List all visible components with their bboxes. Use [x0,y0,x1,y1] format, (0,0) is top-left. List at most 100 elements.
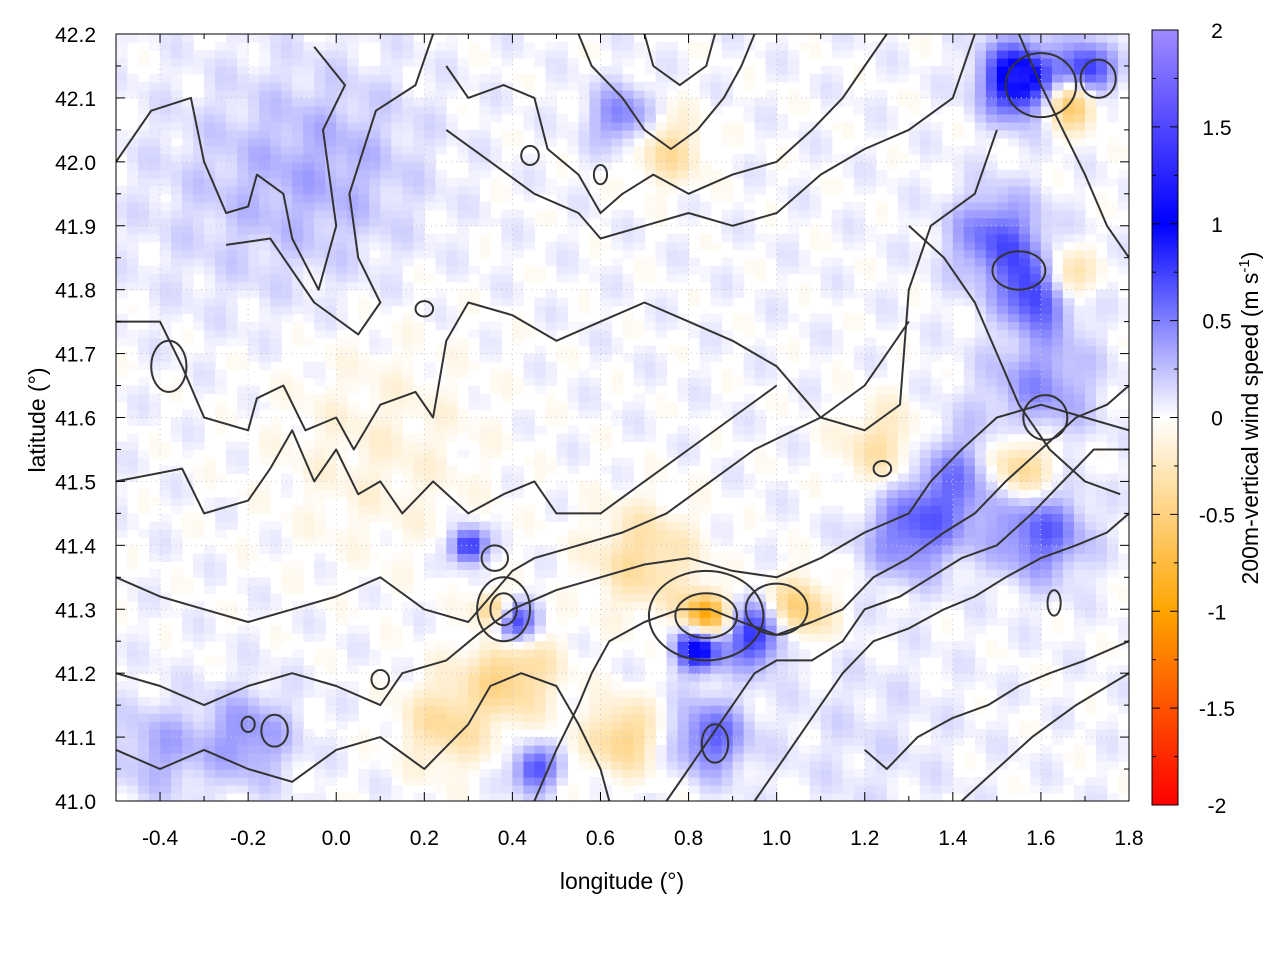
heatmap-cell [358,441,370,451]
heatmap-cell [479,241,491,251]
heatmap-cell [1062,601,1075,610]
heatmap-cell [611,337,624,347]
heatmap-cell [413,217,425,227]
heatmap-cell [303,729,315,738]
heatmap-cell [171,377,183,387]
heatmap-cell [1018,313,1031,323]
heatmap-cell [996,337,1009,347]
heatmap-cell [930,313,943,323]
heatmap-cell [1117,313,1129,323]
heatmap-cell [336,473,348,483]
heatmap-cell [600,769,613,778]
heatmap-cell [314,649,326,658]
heatmap-cell [314,409,326,419]
heatmap-cell [1051,537,1064,546]
heatmap-cell [523,529,536,538]
heatmap-cell [1018,537,1031,546]
heatmap-cell [358,297,370,307]
heatmap-cell [1062,497,1075,506]
heatmap-cell [875,465,888,475]
heatmap-cell [578,329,591,339]
heatmap-cell [182,409,194,419]
heatmap-cell [655,457,668,467]
heatmap-cell [391,297,403,307]
heatmap-cell [259,521,271,530]
heatmap-cell [479,713,491,722]
heatmap-cell [160,321,172,331]
heatmap-cell [446,553,458,562]
heatmap-cell [765,289,778,299]
heatmap-cell [886,305,899,315]
heatmap-cell [490,593,502,602]
heatmap-cell [369,745,381,754]
heatmap-cell [424,385,436,395]
heatmap-cell [820,585,833,594]
heatmap-cell [963,433,976,443]
heatmap-cell [127,273,139,283]
heatmap-cell [369,497,381,506]
heatmap-cell [974,289,987,299]
heatmap-cell [270,545,282,554]
heatmap-cell [325,777,337,786]
heatmap-cell [468,569,480,578]
heatmap-cell [545,553,558,562]
heatmap-cell [809,793,822,801]
heatmap-cell [556,617,569,626]
heatmap-cell [182,713,194,722]
heatmap-cell [710,609,723,618]
heatmap-cell [798,457,811,467]
heatmap-cell [193,441,205,451]
heatmap-cell [1062,393,1075,403]
heatmap-cell [611,761,624,770]
heatmap-cell [127,657,139,666]
heatmap-cell [1062,401,1075,411]
heatmap-cell [1084,785,1097,794]
heatmap-cell [930,777,943,786]
heatmap-cell [930,401,943,411]
heatmap-cell [820,345,833,355]
heatmap-cell [809,529,822,538]
heatmap-cell [831,433,844,443]
heatmap-cell [1084,225,1097,235]
heatmap-cell [864,257,877,267]
heatmap-cell [292,561,304,570]
heatmap-cell [314,433,326,443]
heatmap-cell [237,721,249,730]
heatmap-cell [886,705,899,714]
heatmap-cell [259,585,271,594]
heatmap-cell [347,265,359,275]
heatmap-cell [171,489,183,498]
heatmap-cell [380,305,392,315]
heatmap-cell [237,393,249,403]
heatmap-cell [314,785,326,794]
heatmap-cell [281,753,293,762]
heatmap-cell [831,369,844,379]
heatmap-cell [798,657,811,666]
heatmap-cell [743,257,756,267]
heatmap-cell [809,721,822,730]
heatmap-cell [1062,417,1075,427]
heatmap-cell [160,345,172,355]
heatmap-cell [1084,257,1097,267]
heatmap-cell [633,417,646,427]
heatmap-cell [281,657,293,666]
heatmap-cell [996,321,1009,331]
heatmap-cell [908,601,921,610]
heatmap-cell [732,689,745,698]
heatmap-cell [325,433,337,443]
heatmap-cell [281,377,293,387]
heatmap-cell [743,633,756,642]
heatmap-cell [446,785,458,794]
heatmap-cell [116,713,128,722]
heatmap-cell [336,633,348,642]
heatmap-cell [226,697,238,706]
heatmap-cell [336,745,348,754]
heatmap-cell [534,465,547,475]
heatmap-cell [314,241,326,251]
heatmap-cell [138,625,150,634]
heatmap-cell [149,577,161,586]
heatmap-cell [941,617,954,626]
heatmap-cell [259,505,271,514]
heatmap-cell [908,641,921,650]
heatmap-cell [171,265,183,275]
